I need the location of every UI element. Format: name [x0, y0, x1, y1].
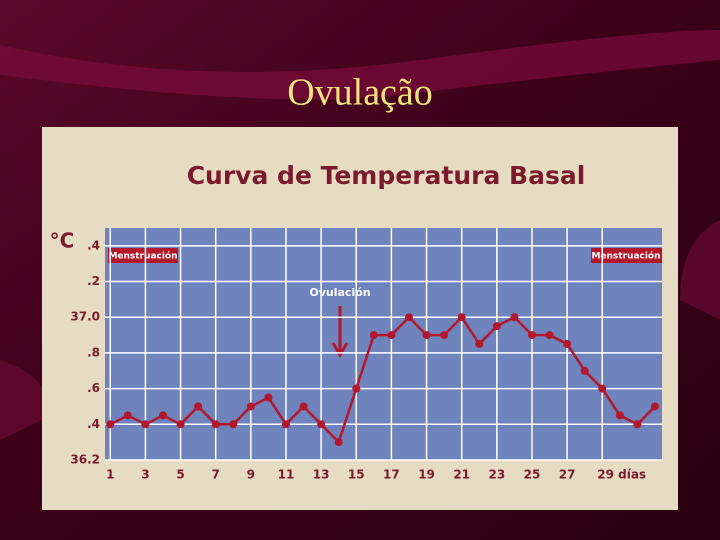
- data-point: [475, 340, 484, 348]
- data-point: [317, 420, 326, 429]
- plot-area: [105, 228, 662, 460]
- y-tick-label: .2: [87, 274, 100, 288]
- period-box: [108, 248, 178, 263]
- data-point: [299, 402, 308, 411]
- x-tick-label: 27: [559, 468, 576, 482]
- data-point: [457, 313, 466, 322]
- data-point: [580, 366, 589, 375]
- x-tick-label: 13: [313, 468, 330, 482]
- data-point: [211, 420, 220, 429]
- data-point: [369, 331, 378, 340]
- data-point: [510, 313, 519, 322]
- x-tick-label: 7: [212, 468, 220, 482]
- x-tick-label: 19: [418, 468, 435, 482]
- data-point: [422, 331, 431, 340]
- data-point: [229, 420, 238, 429]
- x-tick-label: 11: [278, 468, 295, 482]
- annotation-arrow: [331, 306, 349, 358]
- y-tick-label: .6: [87, 381, 100, 395]
- data-point: [545, 331, 554, 340]
- x-tick-label: 5: [176, 468, 184, 482]
- data-point: [404, 313, 413, 322]
- data-point: [176, 420, 185, 429]
- x-tick-label: 15: [348, 468, 365, 482]
- x-tick-label: 1: [106, 468, 114, 482]
- decor-stripe: [680, 220, 720, 320]
- data-point: [650, 402, 659, 411]
- data-point: [633, 420, 642, 429]
- x-tick-label: 23: [488, 468, 505, 482]
- x-tick-label: 25: [524, 468, 541, 482]
- data-point: [158, 411, 167, 420]
- plot: .4.237.0.8.6.436.21 3 5 7 9 11 13 15 17 19 21 23 25 2…: [70, 228, 662, 482]
- y-tick-label: 36.2: [70, 453, 100, 467]
- data-point: [492, 322, 501, 331]
- x-tick-label: 3: [141, 468, 149, 482]
- decor-stripe: [0, 30, 720, 100]
- period-box: [591, 248, 662, 263]
- y-tick-label: 37.0: [70, 310, 100, 324]
- x-tick-label: 9: [247, 468, 255, 482]
- decor-stripe: [0, 360, 47, 440]
- data-point: [352, 384, 361, 393]
- data-point: [598, 384, 607, 393]
- y-tick-label: .4: [87, 417, 100, 431]
- data-point: [194, 402, 203, 411]
- data-point: [106, 420, 115, 429]
- data-point: [334, 438, 343, 447]
- data-point: [563, 340, 572, 348]
- data-point: [246, 402, 255, 411]
- data-point: [440, 331, 449, 340]
- slide-title: Ovulação: [287, 72, 433, 114]
- data-point: [264, 393, 273, 402]
- y-tick-label: .8: [87, 345, 100, 359]
- y-tick-label: .4: [87, 238, 100, 252]
- data-point: [281, 420, 290, 429]
- annotation: Ovulación: [309, 286, 370, 299]
- chart-title: Curva de Temperatura Basal: [187, 161, 586, 190]
- period-label: Menstruación: [591, 251, 660, 262]
- x-tick-label: 21: [453, 468, 470, 482]
- data-point: [141, 420, 150, 429]
- data-point: [527, 331, 536, 340]
- x-tick-label: 17: [383, 468, 400, 482]
- data-point: [387, 331, 396, 340]
- data-point: [123, 411, 132, 420]
- period-label: Menstruación: [108, 251, 177, 262]
- y-axis-label: °C: [50, 229, 75, 253]
- x-tick-label: 29 días: [597, 468, 646, 482]
- data-point: [615, 411, 624, 420]
